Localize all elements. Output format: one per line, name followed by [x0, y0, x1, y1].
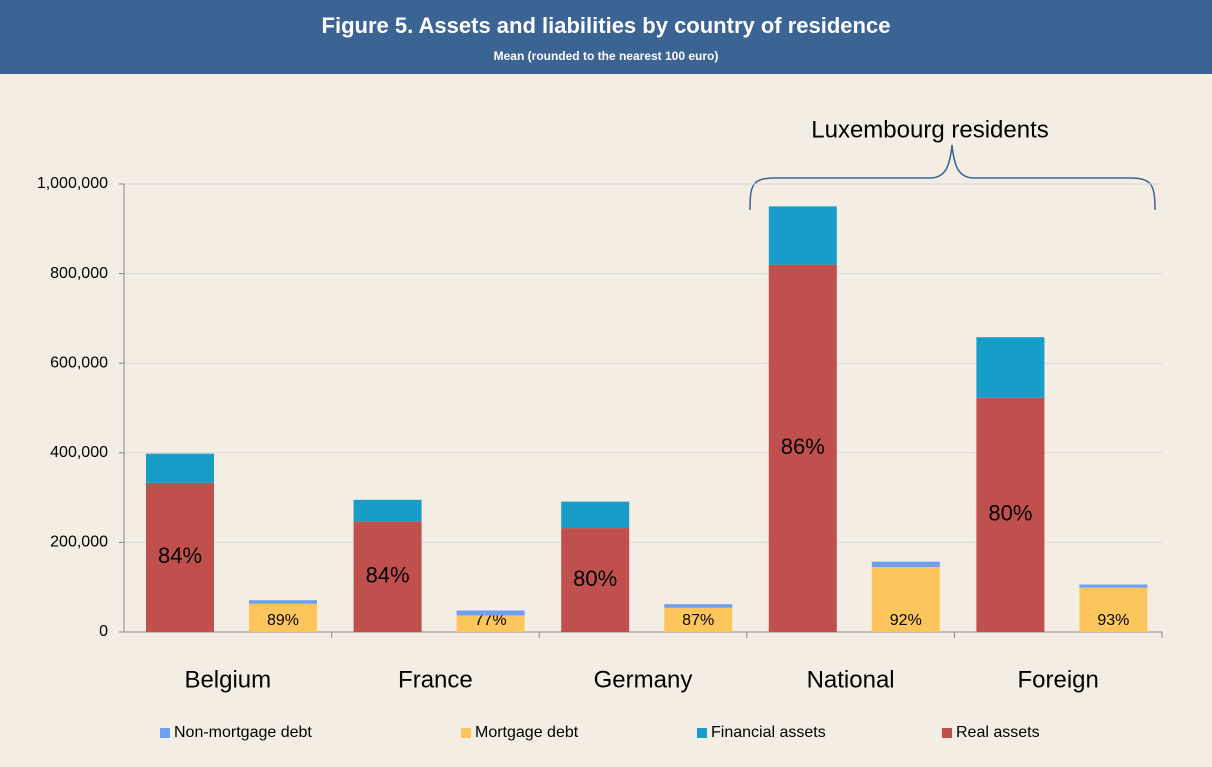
bar-segment [871, 567, 940, 632]
bar-segment [146, 482, 214, 632]
bar-segment [664, 607, 733, 632]
bar-segment [561, 528, 630, 632]
y-tick-label: 0 [99, 623, 108, 640]
bar-segment [664, 604, 733, 608]
legend-swatch [697, 728, 707, 738]
percent-label: 84% [366, 562, 410, 587]
brace [749, 144, 1156, 211]
percent-label: 87% [682, 612, 714, 629]
percent-label: 80% [988, 501, 1032, 526]
percent-label: 77% [475, 612, 507, 629]
bar-segment [976, 337, 1045, 398]
bar-segment [768, 264, 837, 632]
percent-label: 93% [1097, 612, 1129, 629]
bar-segment [1079, 584, 1148, 588]
y-tick-label: 800,000 [50, 265, 108, 282]
bar-segment [249, 603, 317, 632]
percent-label: 89% [267, 612, 299, 629]
x-tick-label: Foreign [1018, 666, 1099, 693]
bar-segment [1079, 587, 1148, 632]
percent-label: 80% [573, 566, 617, 591]
y-tick-label: 400,000 [50, 444, 108, 461]
x-tick-label: Germany [594, 666, 693, 693]
y-tick-label: 200,000 [50, 534, 108, 551]
bar-segment [561, 501, 630, 529]
legend-label: Non-mortgage debt [174, 724, 312, 741]
percent-label: 86% [781, 434, 825, 459]
bar-segment [353, 499, 422, 522]
bar-segment [353, 521, 422, 632]
x-tick-label: Belgium [184, 666, 271, 693]
bar-segment [871, 561, 940, 568]
chart-title: Figure 5. Assets and liabilities by coun… [322, 13, 891, 38]
percent-label: 92% [890, 612, 922, 629]
legend-label: Financial assets [711, 724, 826, 741]
bar-segment [456, 610, 525, 616]
annotation: Luxembourg residents [811, 116, 1048, 143]
bar-segment [146, 453, 214, 483]
bar-segment [768, 206, 837, 265]
bar-segment [456, 615, 525, 632]
x-tick-label: France [398, 666, 473, 693]
legend-label: Mortgage debt [475, 724, 579, 741]
header-band [0, 0, 1212, 74]
x-tick-label: National [807, 666, 895, 693]
chart-subtitle: Mean (rounded to the nearest 100 euro) [494, 49, 719, 63]
legend-label: Real assets [956, 724, 1040, 741]
legend-swatch [160, 728, 170, 738]
y-tick-label: 1,000,000 [37, 175, 108, 192]
bar-segment [249, 600, 317, 604]
y-tick-label: 600,000 [50, 354, 108, 371]
percent-label: 84% [158, 543, 202, 568]
legend-swatch [942, 728, 952, 738]
legend-swatch [461, 728, 471, 738]
bar-segment [976, 397, 1045, 632]
